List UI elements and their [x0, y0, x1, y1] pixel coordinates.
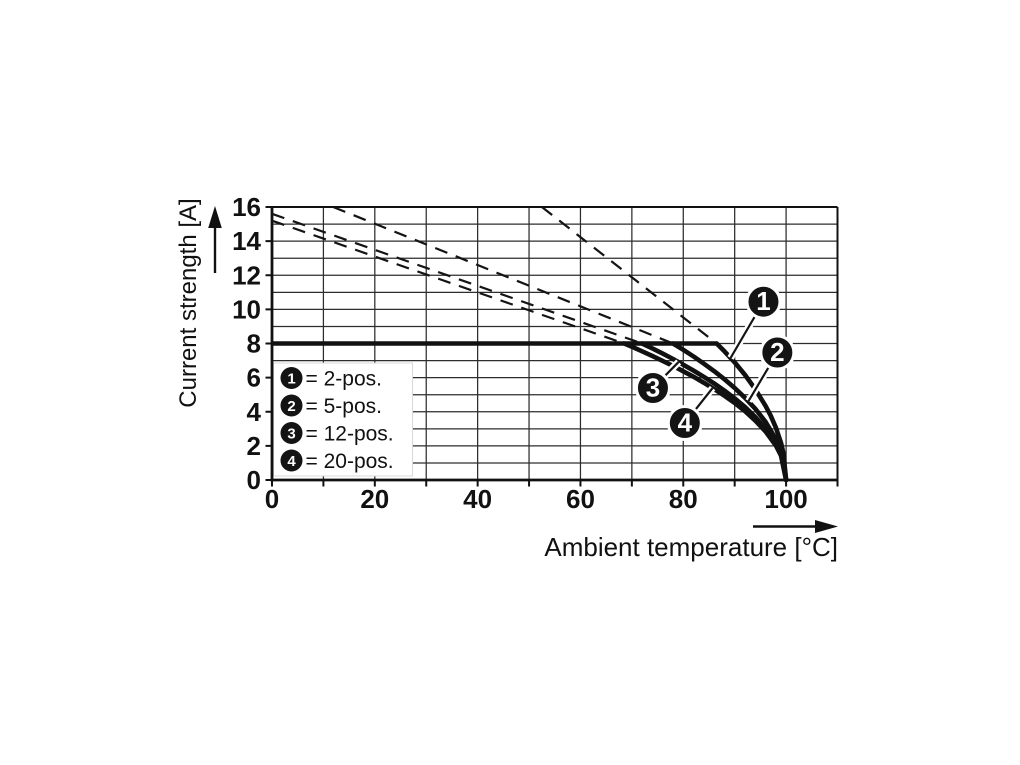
- y-tick-label: 14: [232, 226, 261, 256]
- y-tick-label: 16: [232, 192, 261, 222]
- x-tick-label: 40: [463, 484, 492, 514]
- y-tick-label: 10: [232, 294, 261, 324]
- legend-item: 4 = 20-pos.: [280, 449, 394, 473]
- marker-4-number: 4: [678, 408, 693, 438]
- curve-20-pos.: [621, 341, 789, 483]
- legend-label-2-pos: = 2-pos.: [306, 368, 382, 391]
- dashed-extension-12-pos.: [271, 212, 643, 345]
- marker-4-circle: [666, 405, 703, 442]
- marker-2-circle: [759, 334, 796, 371]
- y-axis-arrow-up-icon: [208, 206, 222, 228]
- legend-label-12-pos: = 12-pos.: [306, 423, 394, 446]
- legend-item: 2 = 5-pos.: [280, 394, 382, 418]
- legend-marker-4-icon: [280, 449, 303, 472]
- x-axis-title: Ambient temperature [°C]: [544, 532, 838, 562]
- plot-frame: [265, 206, 839, 487]
- legend-item: 3 = 12-pos.: [280, 422, 394, 446]
- legend-marker-1-icon: [280, 367, 303, 389]
- marker-2-number: 2: [770, 337, 784, 367]
- legend-marker-2-icon: [280, 394, 303, 417]
- legend-label-20-pos: = 20-pos.: [306, 450, 394, 473]
- y-axis-title: Current strength [A]: [175, 198, 202, 407]
- x-tick-label: 60: [566, 484, 595, 514]
- derating-curves: [272, 341, 789, 483]
- x-tick-label: 80: [669, 484, 698, 514]
- dashed-extension-20-pos.: [271, 219, 625, 345]
- legend-marker-3-number: 3: [287, 426, 295, 443]
- dashed-extension-2-pos.: [541, 206, 718, 345]
- y-tick-label: 4: [247, 397, 262, 427]
- legend-marker-3-icon: [280, 422, 303, 444]
- x-axis-title-group: Ambient temperature [°C]: [544, 520, 838, 562]
- legend-marker-1-number: 1: [287, 371, 295, 388]
- y-tick-label: 0: [247, 465, 261, 495]
- marker-1-number: 1: [756, 286, 770, 316]
- curve-markers: 12 34: [634, 283, 796, 442]
- y-tick-label: 12: [232, 260, 261, 290]
- legend-marker-4-number: 4: [287, 453, 296, 470]
- legend: 1 = 2-pos. 2 = 5-pos. 3 = 12-pos. 4 = 20…: [273, 362, 413, 477]
- x-tick-label: 0: [265, 484, 279, 514]
- marker-3-circle: [634, 370, 671, 407]
- legend-marker-2-number: 2: [287, 398, 295, 415]
- y-tick-label: 2: [247, 431, 261, 461]
- dashed-extension-5-pos.: [332, 205, 674, 345]
- marker-3-number: 3: [646, 373, 660, 403]
- y-axis-title-group: Current strength [A]: [175, 198, 222, 408]
- curve-2-pos.: [714, 341, 789, 483]
- dashed-extension-curves: [271, 205, 718, 345]
- marker-1-circle: [745, 283, 782, 320]
- x-tick-label: 100: [764, 484, 807, 514]
- legend-item: 1 = 2-pos.: [280, 367, 382, 391]
- x-axis-arrow-right-icon: [815, 520, 838, 533]
- x-tick-label: 20: [360, 484, 389, 514]
- y-tick-label: 8: [247, 329, 261, 359]
- legend-label-5-pos: = 5-pos.: [306, 395, 382, 418]
- y-tick-label: 6: [247, 363, 261, 393]
